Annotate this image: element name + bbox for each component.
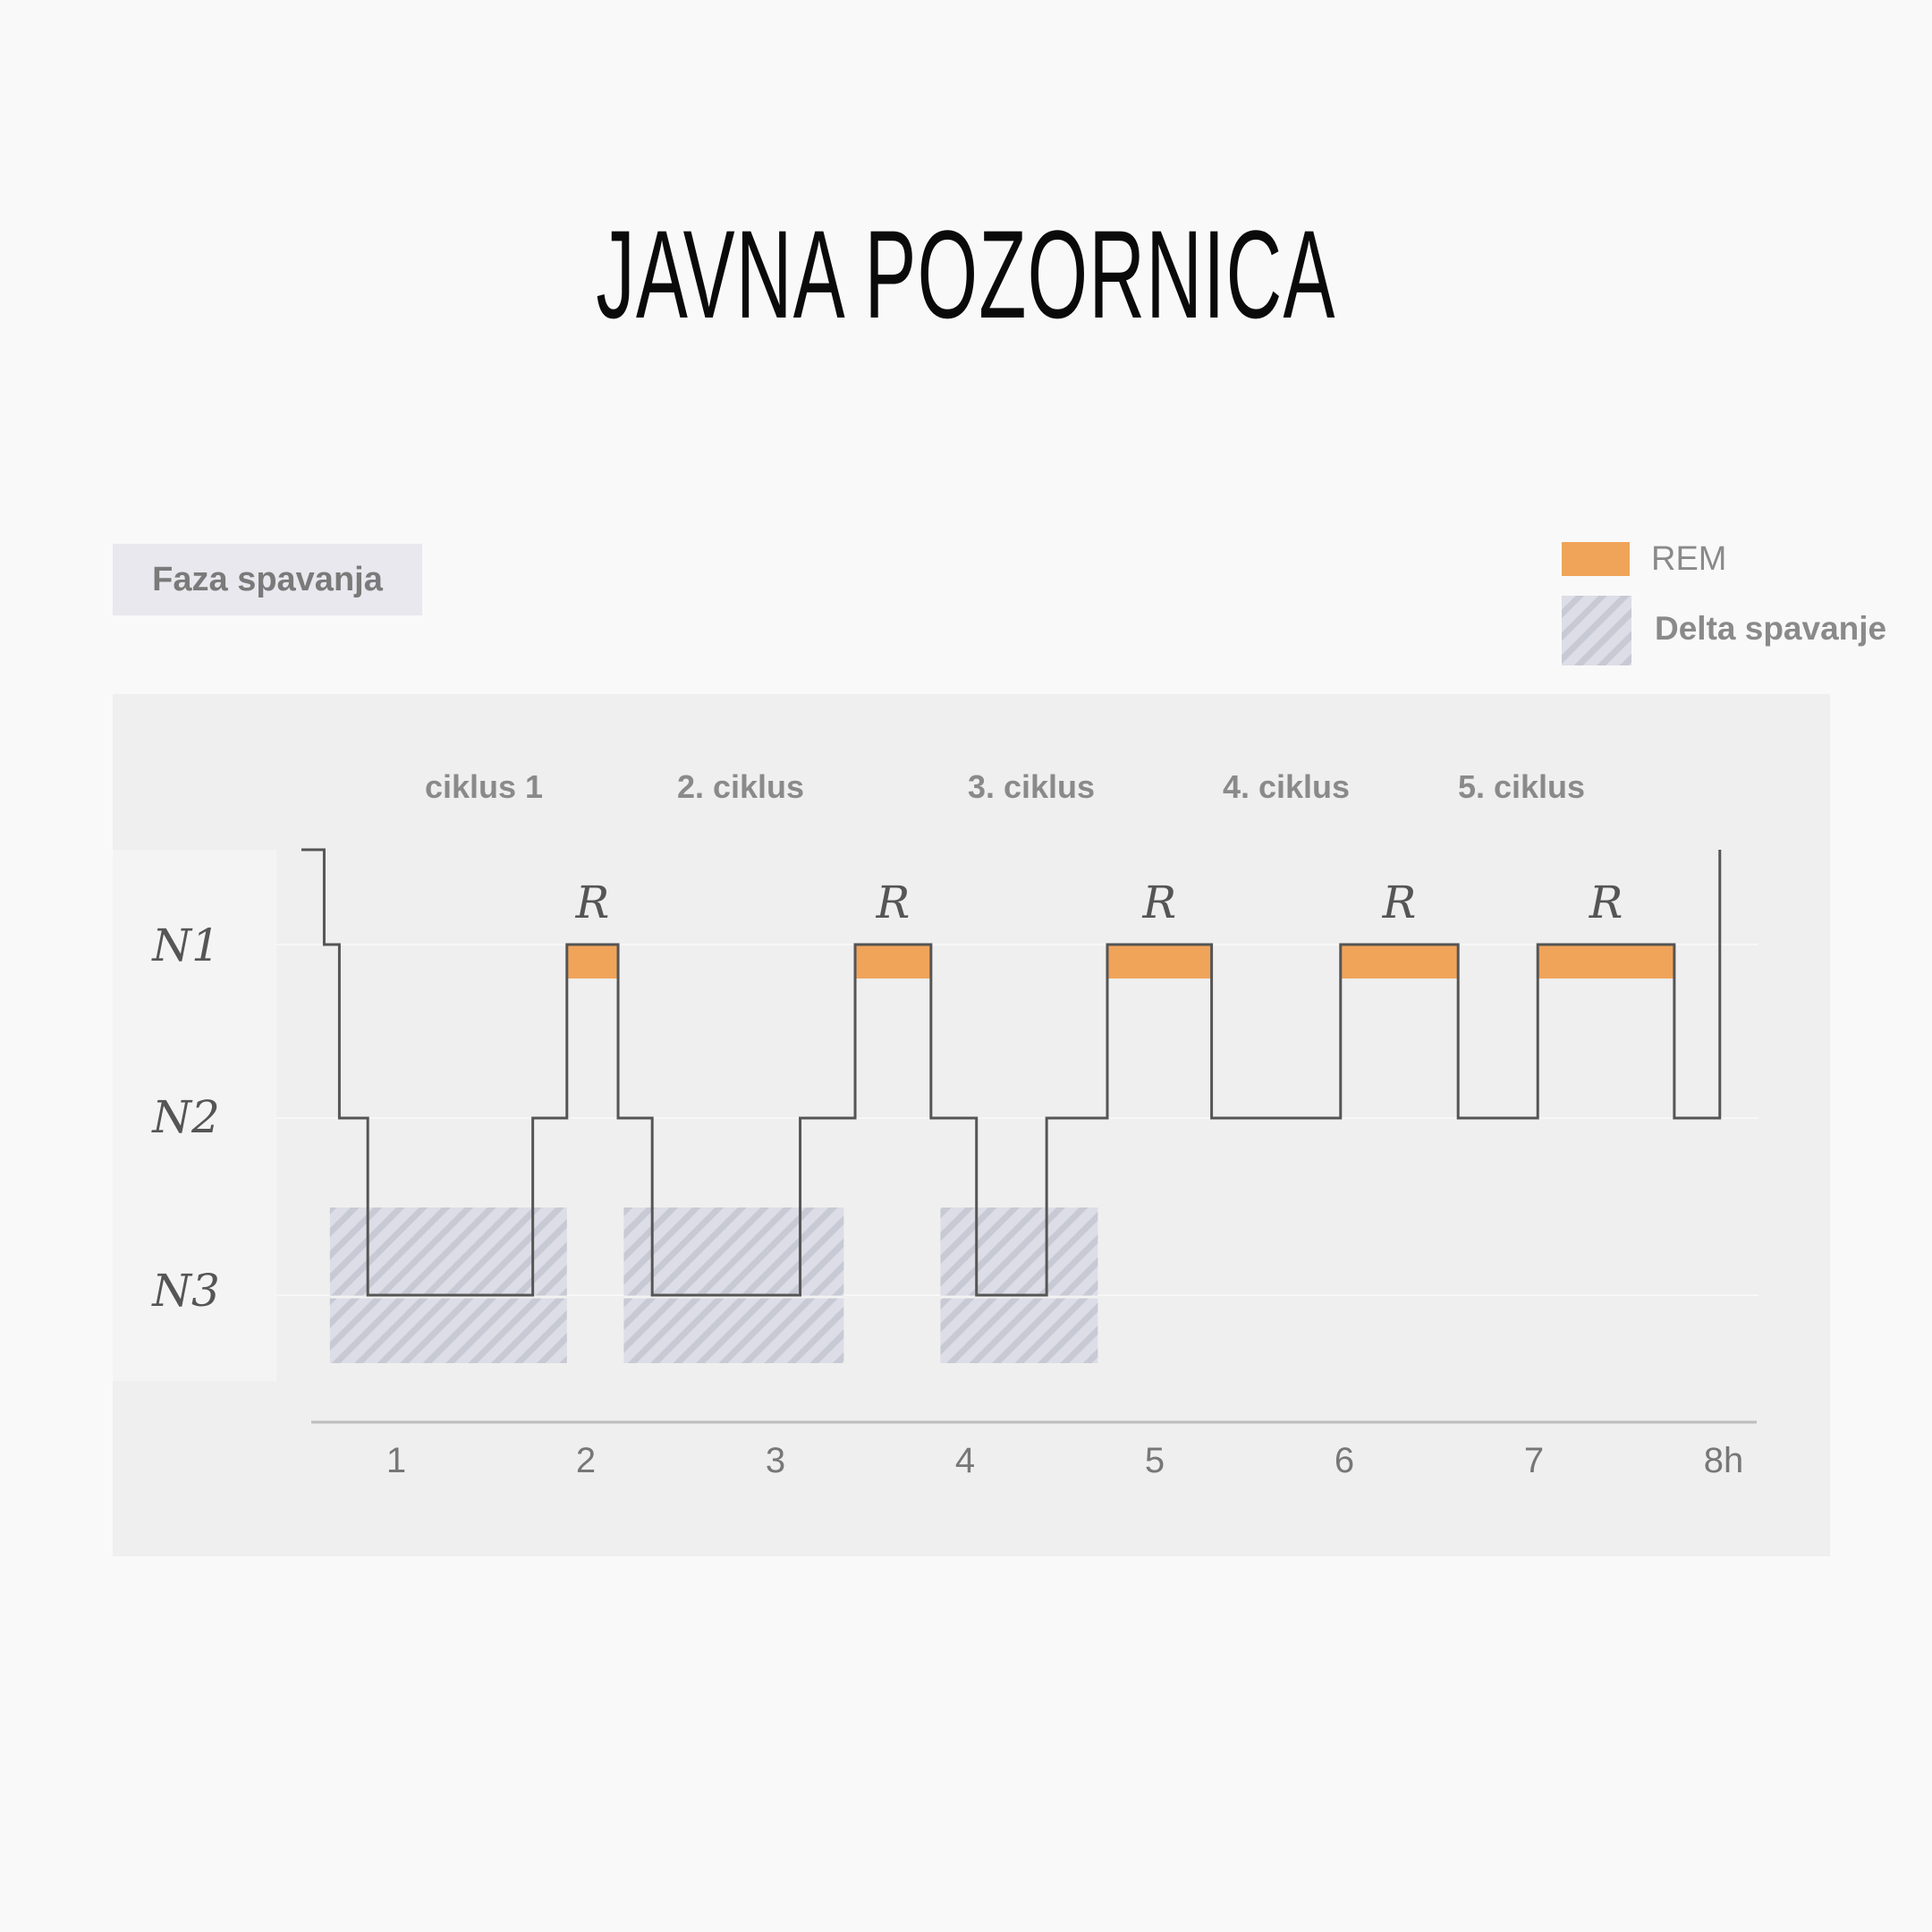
x-tick-label-8: 8h [1704, 1441, 1744, 1480]
chart-panel: R R R R R N1 N2 N3 ciklus 1 2. ciklus 3. ciklus 4. … [113, 694, 1830, 1556]
legend-rem-label: REM [1651, 540, 1727, 578]
rem-marker-5: R [1589, 877, 1623, 928]
x-tick-label-2: 2 [576, 1441, 596, 1480]
x-tick-label-5: 5 [1145, 1441, 1165, 1480]
cycle-label-2: 2. ciklus [677, 768, 804, 805]
rem-bar-3 [1107, 945, 1212, 979]
x-tick-label-3: 3 [766, 1441, 785, 1480]
x-tick-label-1: 1 [386, 1441, 406, 1480]
rem-marker-4: R [1382, 877, 1417, 928]
hypnogram-chart: R R R R R N1 N2 N3 ciklus 1 2. ciklus 3. ciklus 4. … [113, 768, 1758, 1480]
rem-marker-2: R [876, 877, 911, 928]
rem-bar-1 [566, 945, 619, 979]
rem-marker-3: R [1141, 877, 1176, 928]
y-label-n3: N3 [151, 1265, 220, 1317]
chart-title-tag: Faza spavanja [113, 544, 422, 615]
delta-region-2 [623, 1208, 844, 1363]
cycle-label-3: 3. ciklus [968, 768, 1095, 805]
x-tick-label-6: 6 [1335, 1441, 1354, 1480]
x-tick-label-4: 4 [955, 1441, 975, 1480]
x-tick-label-7: 7 [1524, 1441, 1544, 1480]
legend-rem-swatch [1562, 542, 1630, 576]
cycle-label-5: 5. ciklus [1458, 768, 1585, 805]
delta-region-1 [329, 1208, 567, 1363]
cycle-label-4: 4. ciklus [1223, 768, 1350, 805]
y-label-panel [113, 850, 276, 1381]
legend-delta-label: Delta spavanje [1655, 610, 1887, 647]
rem-bar-2 [855, 945, 931, 979]
rem-bar-4 [1340, 945, 1459, 979]
hypnogram-line [301, 848, 1722, 1297]
delta-region-3 [940, 1208, 1098, 1363]
cycle-label-1: ciklus 1 [425, 768, 543, 805]
rem-bar-5 [1538, 945, 1674, 979]
legend-delta-swatch [1562, 596, 1631, 665]
y-label-n1: N1 [151, 919, 220, 971]
rem-marker-1: R [575, 877, 610, 928]
page-title: JAVNA POZORNICA [596, 204, 1336, 344]
y-label-n2: N2 [151, 1091, 220, 1143]
